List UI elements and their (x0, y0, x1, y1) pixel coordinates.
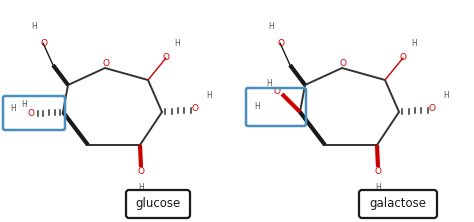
Text: O: O (273, 87, 281, 97)
Text: H: H (443, 91, 449, 101)
Text: H: H (31, 22, 37, 32)
Text: H: H (266, 79, 272, 89)
Text: H: H (268, 22, 274, 32)
FancyBboxPatch shape (126, 190, 190, 218)
Text: H: H (21, 101, 27, 109)
Text: O: O (27, 109, 35, 119)
Text: H: H (10, 105, 16, 113)
Text: O: O (277, 38, 284, 48)
Text: H: H (375, 182, 381, 192)
Text: O: O (102, 59, 109, 69)
Text: O: O (400, 54, 407, 63)
Text: H: H (138, 182, 144, 192)
Text: O: O (191, 105, 199, 113)
FancyBboxPatch shape (359, 190, 437, 218)
Text: O: O (163, 54, 170, 63)
Text: H: H (411, 38, 417, 48)
Text: H: H (206, 91, 212, 101)
Text: H: H (174, 38, 180, 48)
Text: O: O (428, 105, 436, 113)
Text: O: O (40, 38, 47, 48)
Text: galactose: galactose (370, 198, 427, 210)
Text: H: H (254, 103, 260, 111)
Text: O: O (339, 59, 346, 69)
Text: O: O (374, 168, 382, 176)
Text: O: O (137, 168, 145, 176)
Text: glucose: glucose (136, 198, 181, 210)
